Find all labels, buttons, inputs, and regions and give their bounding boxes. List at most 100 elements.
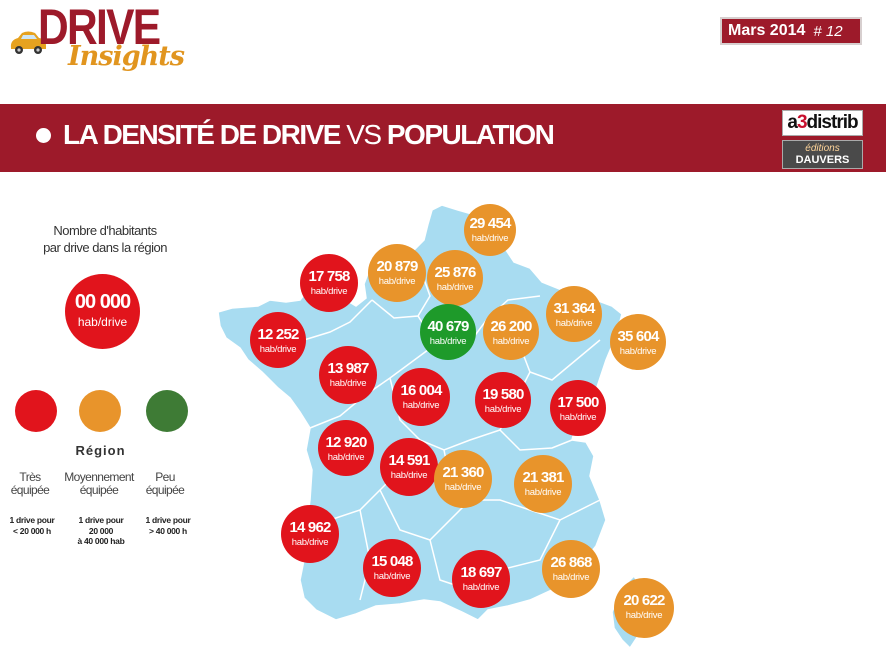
legend-category-high: Très équipée — [4, 471, 56, 497]
car-logo-icon — [10, 31, 46, 54]
legend-category-line1: Peu — [155, 470, 175, 484]
legend-sample-unit: hab/drive — [77, 315, 128, 329]
issue-date: Mars 2014 — [728, 22, 806, 39]
legend-category-line2: équipée — [10, 483, 50, 497]
logo-drive-text: DRIVE — [38, 0, 161, 55]
a3-logo-distrib: distrib — [806, 112, 859, 133]
region-bubble: 17 758 hab/drive — [300, 254, 358, 312]
region-bubble: 17 500 hab/drive — [550, 380, 606, 436]
region-unit: hab/drive — [555, 318, 593, 329]
region-unit: hab/drive — [429, 336, 467, 347]
region-unit: hab/drive — [462, 582, 500, 593]
legend-sample-value: 00 000 — [74, 291, 131, 313]
legend-category-line2: équipée — [145, 483, 185, 497]
legend-region-label: Région — [75, 443, 126, 458]
region-unit: hab/drive — [373, 571, 411, 582]
region-bubble: 26 200 hab/drive — [483, 304, 539, 360]
a3-logo-a: a — [787, 112, 798, 133]
region-value: 17 758 — [308, 268, 350, 285]
region-bubble: 18 697 hab/drive — [452, 550, 510, 608]
region-bubble: 15 048 hab/drive — [363, 539, 421, 597]
legend-category-low: Peu équipée — [138, 471, 192, 497]
region-bubble: 29 454 hab/drive — [464, 204, 516, 256]
legend-desc-line: 1 drive pour — [145, 515, 191, 525]
region-bubble: 31 364 hab/drive — [546, 286, 602, 342]
region-value: 25 876 — [434, 264, 476, 281]
issue-number: # 12 — [813, 22, 843, 40]
region-value: 35 604 — [617, 328, 659, 345]
region-value: 21 381 — [522, 469, 564, 486]
region-bubble: 25 876 hab/drive — [427, 250, 483, 306]
legend-desc-high: 1 drive pour < 20 000 h — [2, 515, 62, 536]
title-part-vs: VS — [339, 119, 387, 150]
region-value: 29 454 — [469, 215, 511, 232]
region-unit: hab/drive — [259, 344, 297, 355]
legend-desc-line: 1 drive pour — [78, 515, 124, 525]
legend-desc-line: 1 drive pour — [9, 515, 55, 525]
region-unit: hab/drive — [327, 452, 365, 463]
region-unit: hab/drive — [492, 336, 530, 347]
region-unit: hab/drive — [402, 400, 440, 411]
region-value: 14 962 — [289, 519, 331, 536]
dauvers-logo: éditions DAUVERS — [782, 140, 863, 169]
region-value: 40 679 — [427, 318, 469, 335]
region-bubble: 35 604 hab/drive — [610, 314, 666, 370]
legend-desc-line: > 40 000 h — [149, 525, 187, 536]
legend-sample-circle: 00 000 hab/drive — [65, 274, 140, 349]
region-unit: hab/drive — [524, 487, 562, 498]
legend-dot-high — [15, 390, 57, 432]
region-bubble: 26 868 hab/drive — [542, 540, 600, 598]
dauvers-logo-top: éditions — [805, 143, 840, 154]
region-unit: hab/drive — [390, 470, 428, 481]
title-part-1: LA DENSITÉ DE DRIVE — [63, 119, 341, 150]
region-bubble: 13 987 hab/drive — [319, 346, 377, 404]
region-unit: hab/drive — [559, 412, 597, 423]
region-bubble: 40 679 hab/drive — [420, 304, 476, 360]
legend-title-line1: Nombre d'habitants — [53, 223, 157, 238]
region-unit: hab/drive — [444, 482, 482, 493]
legend-dot-medium — [79, 390, 121, 432]
region-value: 21 360 — [442, 464, 484, 481]
a3distrib-logo: a3distrib — [782, 110, 863, 136]
region-unit: hab/drive — [310, 286, 348, 297]
region-unit: hab/drive — [552, 572, 590, 583]
legend-desc-line: < 20 000 h — [13, 525, 51, 536]
legend-title-line2: par drive dans la région — [43, 240, 167, 255]
region-unit: hab/drive — [625, 610, 663, 621]
region-value: 16 004 — [400, 382, 442, 399]
region-unit: hab/drive — [329, 378, 367, 389]
region-unit: hab/drive — [619, 346, 657, 357]
region-value: 18 697 — [460, 564, 502, 581]
legend-category-line2: équipée — [79, 483, 119, 497]
region-bubble: 21 381 hab/drive — [514, 455, 572, 513]
region-unit: hab/drive — [484, 404, 522, 415]
legend-desc-line: 20 000 — [88, 525, 114, 536]
region-bubble: 12 252 hab/drive — [250, 312, 306, 368]
region-unit: hab/drive — [291, 537, 329, 548]
legend-desc-low: 1 drive pour > 40 000 h — [138, 515, 198, 536]
dauvers-logo-bottom: DAUVERS — [795, 154, 850, 166]
page-title: LA DENSITÉ DE DRIVE VS POPULATION — [36, 119, 555, 151]
region-bubble: 16 004 hab/drive — [392, 368, 450, 426]
region-value: 17 500 — [557, 394, 599, 411]
region-value: 31 364 — [553, 300, 595, 317]
region-value: 12 252 — [257, 326, 299, 343]
region-value: 14 591 — [388, 452, 430, 469]
legend-dot-low — [146, 390, 188, 432]
legend-title: Nombre d'habitants par drive dans la rég… — [20, 222, 190, 256]
legend-category-line1: Très — [19, 470, 41, 484]
region-value: 12 920 — [325, 434, 367, 451]
region-value: 13 987 — [327, 360, 369, 377]
region-value: 19 580 — [482, 386, 524, 403]
region-value: 26 868 — [550, 554, 592, 571]
title-part-2: POPULATION — [386, 119, 555, 150]
logo-insights-text: Insights — [68, 41, 185, 72]
region-bubble: 12 920 hab/drive — [318, 420, 374, 476]
issue-badge: Mars 2014 # 12 — [720, 17, 862, 45]
bullet-icon — [36, 127, 51, 143]
legend-category-line1: Moyennement — [64, 470, 134, 484]
region-unit: hab/drive — [378, 276, 416, 287]
region-unit: hab/drive — [436, 282, 474, 293]
legend-desc-line: à 40 000 hab — [77, 536, 125, 546]
region-value: 26 200 — [490, 318, 532, 335]
